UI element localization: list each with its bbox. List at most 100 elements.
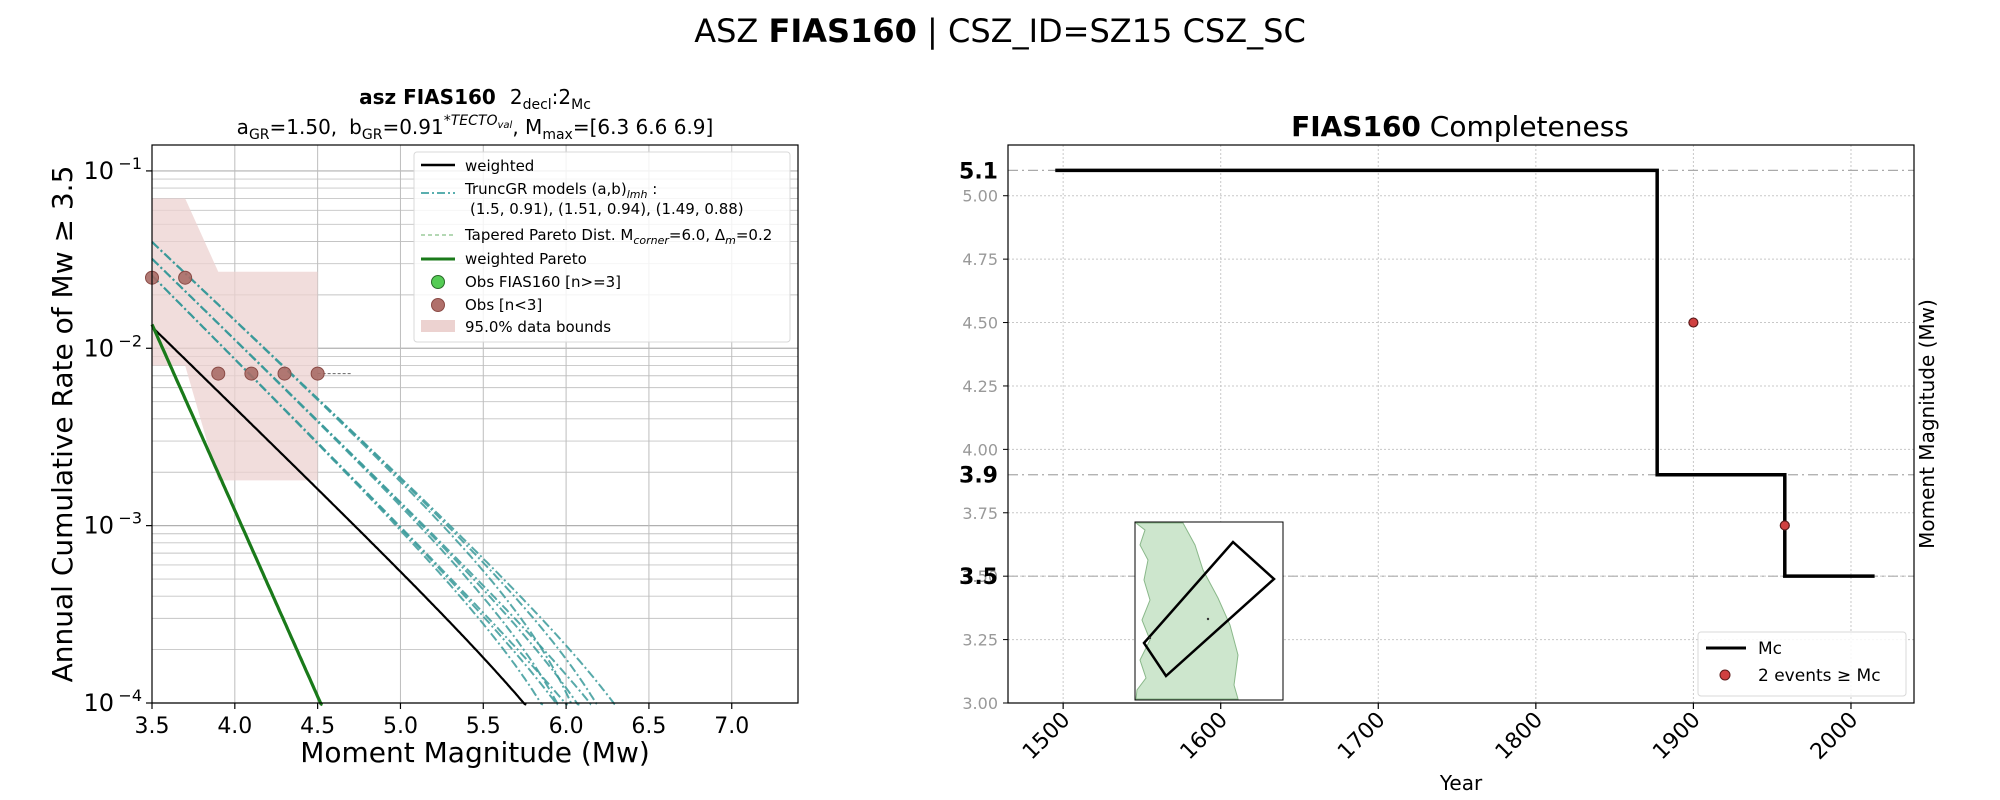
legend-obs-green-label: Obs FIAS160 [n>=3] — [465, 273, 621, 291]
left-weighted-pareto-curve — [150, 323, 324, 707]
legend-events-label: 2 events ≥ Mc — [1758, 666, 1881, 686]
left-y-tick-exponent: −3 — [118, 509, 142, 528]
left-title-m-sub: max — [542, 127, 573, 143]
right-title-bold: FIAS160 — [1291, 110, 1421, 143]
left-series-lines — [150, 241, 617, 707]
left-x-ticks: 3.5 4.0 4.5 5.0 5.5 6.0 6.5 7.0 — [135, 703, 749, 739]
right-completeness-step — [1055, 168, 1875, 578]
legend-pareto-dist-tail2: =0.2 — [736, 226, 772, 244]
suptitle-suffix: | CSZ_ID=SZ15 CSZ_SC — [917, 12, 1306, 50]
right-title-rest: Completeness — [1421, 110, 1629, 143]
legend-bounds-swatch — [421, 320, 455, 332]
left-title-b-sub: GR — [362, 127, 383, 143]
left-truncgr-curve — [151, 257, 593, 706]
left-y-tick-base: 10 — [83, 689, 114, 717]
legend-truncgr-tail: : — [647, 180, 657, 198]
left-obs-point — [310, 366, 325, 381]
left-title-sub1: decl — [523, 97, 552, 113]
right-x-tick-label: 1700 — [1333, 708, 1390, 765]
right-chart: FIAS160 Completeness 1500 1600 1700 1800 190… — [959, 110, 1939, 795]
suptitle-bold: FIAS160 — [768, 12, 916, 50]
right-y-tick-label: 3.50 — [962, 567, 998, 586]
left-y-tick-label: 10 — [83, 512, 114, 540]
left-truncgr-curve — [151, 274, 569, 706]
right-x-tick-label: 1500 — [1018, 708, 1075, 765]
right-y-tick-label: 4.75 — [962, 250, 998, 269]
inset-land-shape — [1134, 522, 1239, 700]
left-x-tick-label: 6.0 — [549, 714, 584, 739]
right-y-tick-label: 4.50 — [962, 314, 998, 333]
left-x-tick-label: 5.5 — [466, 714, 501, 739]
right-x-ticks: 1500 1600 1700 1800 1900 2000 — [1018, 703, 1863, 765]
left-x-tick-label: 3.5 — [135, 714, 170, 739]
left-title-a: a — [237, 115, 249, 139]
left-y-tick-label: 10 — [83, 689, 114, 717]
left-plot-frame — [151, 144, 799, 704]
left-x-axis-label: Moment Magnitude (Mw) — [300, 736, 650, 769]
legend-pareto-dist-sub2: m — [725, 234, 736, 247]
right-plot-frame — [1007, 144, 1915, 704]
left-x-tick-label: 4.0 — [217, 714, 252, 739]
right-mc-reference-lines — [1008, 169, 1914, 577]
left-y-tick-label: 10 — [83, 157, 114, 185]
legend-truncgr-text: TruncGR models (a,b) — [464, 180, 627, 198]
right-mc-label: 5.1 — [959, 159, 998, 184]
left-x-tick-label: 6.5 — [631, 714, 666, 739]
right-step-line — [1055, 168, 1875, 578]
left-y-tick-base: 10 — [83, 512, 114, 540]
left-chart-title-line2: aGR=1.50, bGR=0.91*TECTOval, Mmax=[6.3 6.… — [237, 113, 714, 143]
left-title-a-val: =1.50, — [270, 115, 338, 139]
legend-weighted-pareto-label: weighted Pareto — [465, 250, 587, 268]
left-x-tick-label: 4.5 — [300, 714, 335, 739]
right-y-axis-label: Moment Magnitude (Mw) — [1915, 299, 1939, 549]
left-legend-box — [413, 151, 791, 343]
left-truncgr-curve — [151, 258, 580, 706]
left-y-ticks: 10−110−210−310−4 — [83, 154, 152, 717]
right-y-tick-label: 3.00 — [962, 694, 998, 713]
left-y-tick-exponent: −1 — [118, 154, 142, 173]
right-events — [1688, 317, 1790, 531]
left-title-mid: :2 — [552, 85, 571, 109]
left-y-tick-exponent: −4 — [118, 686, 142, 705]
right-chart-title: FIAS160 Completeness — [1291, 110, 1629, 143]
right-mc-label: 3.9 — [959, 464, 998, 489]
left-obs-point — [211, 366, 226, 381]
right-legend-box — [1697, 631, 1907, 697]
legend-obs-brown-marker — [431, 298, 445, 312]
inset-event-dot-2 — [1148, 636, 1152, 640]
left-y-tick-base: 10 — [83, 157, 114, 185]
legend-pareto-dist-sub: corner — [633, 234, 670, 247]
inset-event-dot — [1206, 617, 1210, 621]
inset-map — [1134, 521, 1284, 701]
left-obs-point — [244, 366, 259, 381]
left-title-m-val: =[6.3 6.6 6.9] — [573, 115, 714, 139]
right-y-tick-label: 3.75 — [962, 504, 998, 523]
left-chart-title-line1: asz FIAS160 2decl:2Mc — [359, 85, 591, 113]
right-x-axis-label: Year — [1439, 771, 1483, 795]
legend-bounds-label: 95.0% data bounds — [465, 318, 611, 336]
left-obs-point — [178, 270, 193, 285]
right-event-point — [1779, 520, 1790, 531]
right-mc-label: 3.5 — [959, 565, 998, 590]
left-chart: asz FIAS160 2decl:2Mc aGR=1.50, bGR=0.91*T… — [46, 85, 799, 769]
legend-truncgr-sub: lmh — [627, 188, 648, 201]
left-title-rest: 2 — [510, 85, 523, 109]
left-obs-point — [277, 366, 292, 381]
legend-truncgr-label: TruncGR models (a,b)lmh : — [464, 180, 657, 201]
left-title-b: b — [349, 115, 362, 139]
left-weighted-curve — [151, 326, 527, 706]
legend-pareto-dist-tail: =6.0, Δ — [669, 226, 726, 244]
right-y-tick-label: 3.25 — [962, 631, 998, 650]
left-y-tick-exponent: −2 — [118, 331, 142, 350]
legend-obs-green-marker — [431, 275, 445, 289]
left-y-axis-label: Annual Cumulative Rate of Mw ≥ 3.5 — [46, 166, 79, 683]
right-y-tick-label: 5.00 — [962, 187, 998, 206]
right-y-tick-label: 4.25 — [962, 377, 998, 396]
legend-events-marker — [1719, 669, 1731, 681]
left-y-tick-label: 10 — [83, 334, 114, 362]
legend-pareto-dist-label: Tapered Pareto Dist. Mcorner=6.0, Δm=0.2 — [464, 226, 772, 247]
left-x-tick-label: 7.0 — [714, 714, 749, 739]
left-truncgr-curve — [151, 241, 617, 706]
legend-obs-brown-label: Obs [n<3] — [465, 296, 542, 314]
